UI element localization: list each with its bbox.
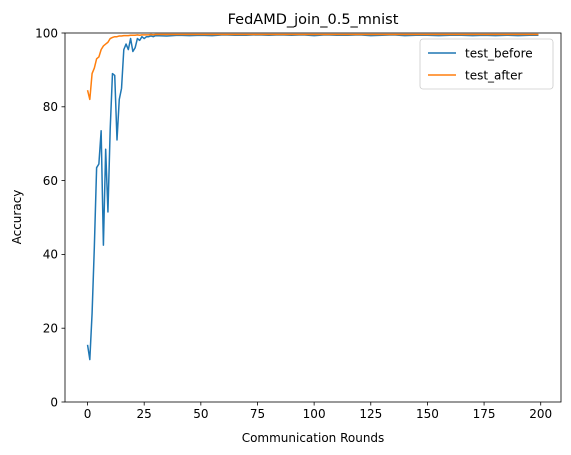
legend-label-test-before: test_before [465,46,533,60]
x-tick-label: 50 [193,407,208,421]
x-tick-label: 150 [416,407,439,421]
y-tick-label: 80 [43,100,58,114]
y-tick-label: 40 [43,248,58,262]
y-tick-label: 0 [50,395,58,409]
chart-title: FedAMD_join_0.5_mnist [228,12,399,28]
x-tick-label: 175 [473,407,496,421]
y-tick-label: 20 [43,322,58,336]
x-tick-label: 125 [359,407,382,421]
legend-box [419,38,554,90]
x-tick-label: 75 [250,407,265,421]
x-tick-label: 25 [137,407,152,421]
series-layer [86,33,539,361]
series-line-test-after [86,33,539,101]
x-tick-label: 0 [84,407,92,421]
x-tick-label: 100 [303,407,326,421]
y-tick-label: 100 [35,26,58,40]
x-tick-label: 200 [529,407,552,421]
legend: test_before test_after [419,38,554,90]
y-axis-label: Accuracy [10,190,24,245]
legend-label-test-after: test_after [465,68,523,82]
axes-layer: 0 25 50 75 100 125 150 175 200 0 20 40 60 80 100 [35,26,562,421]
plot-frame [64,32,562,403]
y-tick-label: 60 [43,174,58,188]
x-axis-label: Communication Rounds [242,431,385,445]
